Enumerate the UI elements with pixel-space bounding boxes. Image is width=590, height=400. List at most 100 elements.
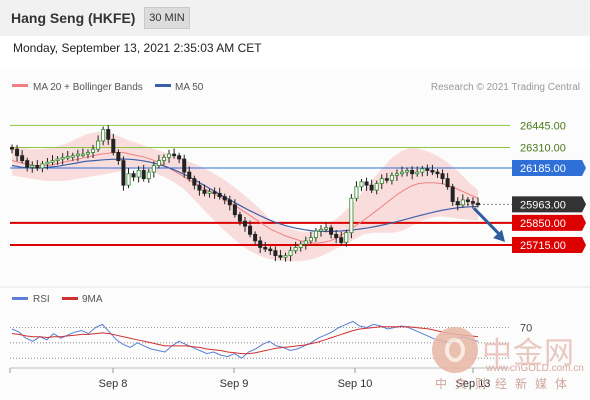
candle (450, 183, 455, 206)
rsi-legend-label: RSI (33, 294, 50, 305)
candle-body (440, 173, 445, 180)
candle-body (30, 165, 35, 168)
ma20-legend-swatch (12, 84, 28, 87)
candle-body (237, 214, 242, 222)
candle-body (273, 250, 278, 257)
candle (161, 154, 166, 165)
candle (232, 199, 237, 218)
credit-text: Research © 2021 Trading Central (431, 82, 580, 93)
candle (354, 181, 359, 202)
candle (15, 144, 20, 162)
candle-body (435, 171, 440, 175)
ma20-legend-label: MA 20 + Bollinger Bands (33, 82, 143, 93)
price-level-label-box (512, 214, 582, 231)
candle (242, 216, 247, 232)
candle (80, 148, 85, 158)
candle (70, 152, 75, 161)
price-level-label-tip (582, 159, 586, 176)
candle (420, 165, 425, 177)
candle (293, 241, 298, 254)
price-level-label: 25715.00 (520, 240, 566, 252)
candle (364, 177, 369, 191)
candle-body (364, 181, 369, 186)
candle (258, 236, 263, 253)
candle-body (334, 233, 339, 238)
candle-body (379, 178, 384, 184)
candle (30, 161, 35, 173)
candle (172, 148, 177, 159)
candle-body (156, 160, 161, 166)
candle (445, 173, 450, 190)
candle (288, 246, 293, 262)
candle (435, 169, 440, 178)
candle-body (91, 148, 96, 153)
candle (318, 225, 323, 237)
candle (278, 250, 283, 261)
candle-body (20, 155, 25, 162)
candle-body (106, 129, 111, 140)
candle-body (359, 181, 364, 188)
candle-body (126, 173, 131, 186)
candle (379, 174, 384, 190)
candle-body (35, 165, 40, 169)
candle-body (197, 184, 202, 191)
candle (359, 178, 364, 192)
chart-header: Hang Seng (HKFE) 30 MIN (0, 0, 590, 36)
candle-body (217, 192, 222, 198)
candle-body (151, 165, 156, 173)
candle (475, 197, 480, 208)
rsi-series-line (11, 326, 479, 355)
candle (217, 187, 222, 200)
candle (374, 180, 379, 195)
candle-body (308, 237, 313, 242)
candle (75, 149, 80, 162)
candle (263, 241, 268, 253)
ma50-legend-label: MA 50 (175, 82, 204, 93)
candle (308, 232, 313, 244)
candle-body (283, 255, 288, 258)
candle (384, 173, 389, 184)
watermark: 中金网 www.cnGOLD.com.cn 中文财经新媒体 (432, 327, 584, 393)
candle (50, 155, 55, 166)
candle-body (111, 138, 116, 153)
candle (410, 166, 415, 180)
price-level-label-tip (582, 236, 586, 253)
candle-body (9, 147, 14, 150)
candle (389, 172, 394, 185)
candle-body (324, 227, 329, 230)
candle-body (96, 140, 101, 150)
candle (146, 169, 151, 183)
candle (121, 156, 126, 191)
candle (207, 188, 212, 198)
price-level-labels: 26445.00 26310.00 26185.00 25963.00 25850.00… (512, 120, 586, 253)
candle (394, 169, 399, 181)
candle (369, 179, 374, 194)
candle (460, 194, 465, 208)
candle-body (303, 240, 308, 245)
rsi-level-label: 70 (520, 323, 532, 335)
candle-body (318, 229, 323, 232)
timeframe-button[interactable]: 30 MIN (144, 7, 190, 29)
candle-body (420, 168, 425, 173)
candle (141, 164, 146, 182)
price-level-label: 26185.00 (520, 163, 566, 175)
instrument-title: Hang Seng (HKFE) (11, 10, 136, 26)
candle-body (141, 170, 146, 180)
candle (237, 211, 242, 226)
candle-body (60, 156, 65, 160)
candle (273, 246, 278, 262)
candle (324, 222, 329, 233)
candle-body (410, 170, 415, 175)
candle (329, 224, 334, 239)
candle (400, 166, 405, 177)
candle (45, 157, 50, 170)
candle-body (389, 174, 394, 181)
ma20-line (11, 151, 479, 244)
candle (440, 169, 445, 185)
candle-body (121, 160, 126, 186)
candle-body (70, 155, 75, 158)
candle-body (212, 191, 217, 194)
candle (202, 184, 207, 197)
candle-body (288, 250, 293, 257)
